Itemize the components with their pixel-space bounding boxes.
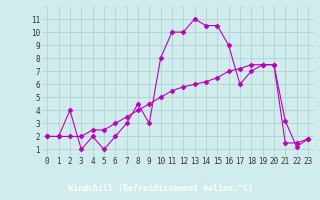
Text: Windchill (Refroidissement éolien,°C): Windchill (Refroidissement éolien,°C) [68,184,252,193]
